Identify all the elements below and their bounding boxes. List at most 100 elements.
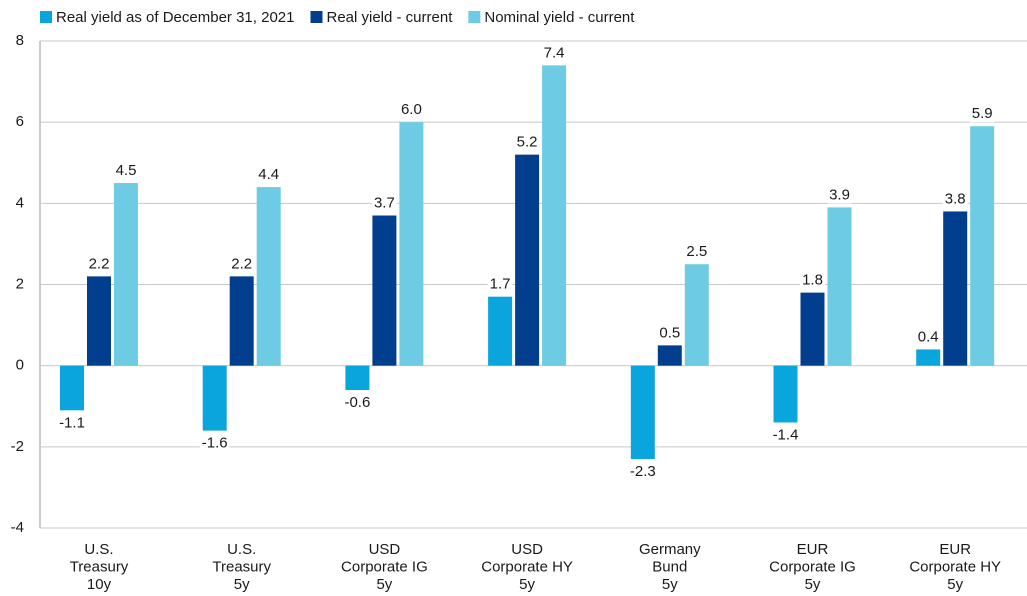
data-label: -1.1 xyxy=(59,414,85,431)
bar xyxy=(229,276,254,366)
data-label: 4.4 xyxy=(258,166,279,183)
data-label: 5.9 xyxy=(972,105,993,122)
label-bg xyxy=(514,133,540,151)
x-tick-label: EUR Corporate HY 5y xyxy=(909,541,1001,593)
bar xyxy=(60,365,84,411)
x-tick-label: U.S. Treasury 5y xyxy=(212,541,271,593)
bar xyxy=(87,276,111,366)
legend-label: Real yield as of December 31, 2021 xyxy=(56,9,294,26)
label-bg xyxy=(627,462,658,480)
x-tick-line: 10y xyxy=(87,576,112,593)
bar xyxy=(773,365,798,423)
data-label: 3.9 xyxy=(829,186,850,203)
bar xyxy=(114,183,138,366)
label-bg xyxy=(199,434,230,452)
y-tick-label: 6 xyxy=(16,113,24,130)
x-tick-line: EUR xyxy=(939,541,971,558)
label-bg xyxy=(770,426,801,444)
x-tick-line: Corporate IG xyxy=(769,558,856,575)
label-bg xyxy=(487,275,513,293)
data-label: 1.7 xyxy=(490,276,511,293)
y-tick-label: 2 xyxy=(16,275,24,292)
label-bg xyxy=(684,243,710,261)
y-tick-label: 8 xyxy=(16,32,24,49)
bar xyxy=(970,126,995,366)
x-tick-line: 5y xyxy=(947,576,963,593)
data-label: 2.2 xyxy=(231,255,252,272)
bar xyxy=(684,264,709,366)
label-bg xyxy=(969,105,995,123)
bar xyxy=(657,345,682,366)
legend-label: Real yield - current xyxy=(326,9,453,26)
bar xyxy=(800,292,825,366)
legend-swatch xyxy=(468,11,481,23)
data-label: -0.6 xyxy=(344,394,370,411)
label-bg xyxy=(541,44,567,62)
label-bg xyxy=(800,271,825,289)
bar xyxy=(202,365,227,431)
data-label: 0.5 xyxy=(659,324,680,341)
legend-swatch xyxy=(40,11,52,23)
x-tick-line: 5y xyxy=(805,576,821,593)
label-bg xyxy=(342,393,373,411)
label-bg xyxy=(256,166,282,184)
x-tick-line: Bund xyxy=(652,558,687,575)
bar xyxy=(399,122,424,366)
x-tick-line: EUR xyxy=(797,541,829,558)
y-tick-label: 4 xyxy=(16,194,24,211)
data-label: 3.7 xyxy=(374,194,395,211)
bar xyxy=(916,349,941,366)
data-label: 1.8 xyxy=(802,272,823,289)
bar xyxy=(630,365,655,460)
y-tick-label: -2 xyxy=(11,438,24,455)
bar xyxy=(542,65,567,366)
data-label: 2.2 xyxy=(89,255,110,272)
bar xyxy=(488,296,513,366)
label-bg xyxy=(113,162,139,180)
data-label: 0.4 xyxy=(918,328,939,345)
label-bg xyxy=(57,414,87,432)
data-label: -2.3 xyxy=(630,463,656,480)
x-tick-line: 5y xyxy=(234,576,250,593)
bar xyxy=(372,215,397,366)
label-bg xyxy=(371,194,397,212)
x-tick-label: Germany Bund 5y xyxy=(639,541,701,593)
x-tick-label: U.S. Treasury 10y xyxy=(70,541,129,593)
data-label: 3.8 xyxy=(945,190,966,207)
label-bg xyxy=(657,324,683,342)
x-tick-line: 5y xyxy=(376,576,392,593)
label-bg xyxy=(942,190,968,208)
label-bg xyxy=(398,101,424,119)
x-tick-line: USD xyxy=(511,541,543,558)
bar xyxy=(515,154,540,366)
bar xyxy=(345,365,370,391)
x-tick-line: Germany xyxy=(639,541,701,558)
x-tick-line: 5y xyxy=(519,576,535,593)
x-tick-line: Treasury xyxy=(70,558,129,575)
label-bg xyxy=(915,328,941,346)
legend-swatch xyxy=(310,11,323,23)
x-tick-line: U.S. xyxy=(227,541,256,558)
bar xyxy=(256,187,281,366)
x-tick-line: Treasury xyxy=(212,558,271,575)
y-tick-label: -4 xyxy=(11,519,24,536)
label-bg xyxy=(827,186,852,204)
x-tick-line: Corporate HY xyxy=(909,558,1001,575)
x-tick-label: USD Corporate IG 5y xyxy=(341,541,428,593)
x-tick-line: U.S. xyxy=(84,541,113,558)
x-tick-line: Corporate IG xyxy=(341,558,428,575)
x-tick-line: Corporate HY xyxy=(481,558,573,575)
label-bg xyxy=(86,255,112,273)
bar xyxy=(943,211,968,366)
x-tick-line: 5y xyxy=(662,576,678,593)
data-label: 4.5 xyxy=(116,162,137,179)
data-label: -1.4 xyxy=(773,426,799,443)
data-label: 6.0 xyxy=(401,101,422,118)
data-label: 2.5 xyxy=(686,243,707,260)
legend-label: Nominal yield - current xyxy=(484,9,635,26)
data-label: 7.4 xyxy=(544,44,565,61)
x-tick-label: EUR Corporate IG 5y xyxy=(769,541,856,593)
x-tick-line: USD xyxy=(369,541,401,558)
x-tick-label: USD Corporate HY 5y xyxy=(481,541,573,593)
